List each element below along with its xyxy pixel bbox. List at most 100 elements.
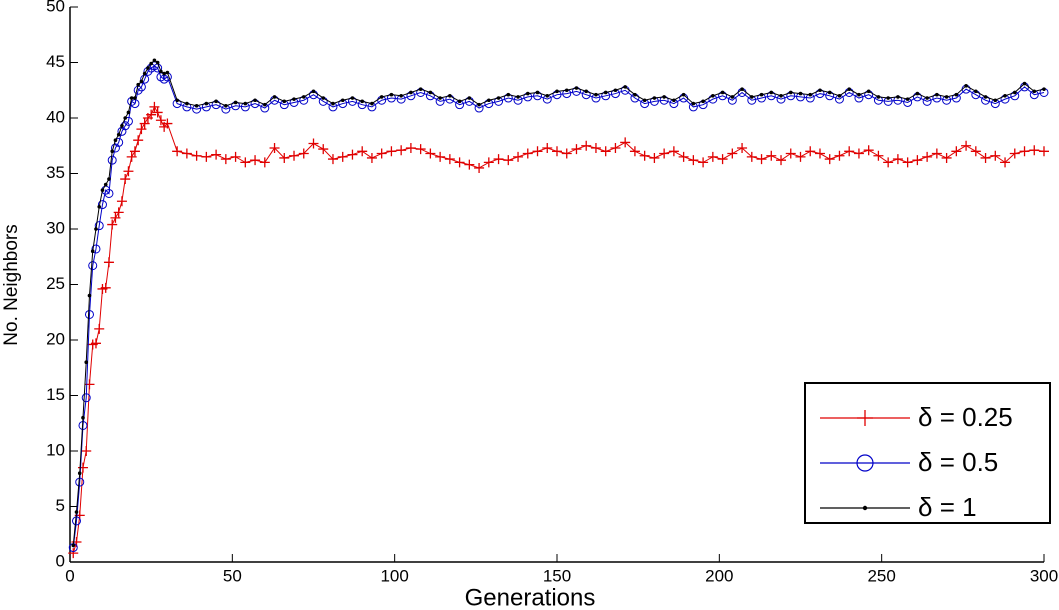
data-point xyxy=(327,154,338,165)
data-point xyxy=(84,309,94,319)
data-point xyxy=(681,92,686,97)
y-tick-label: 15 xyxy=(46,385,65,404)
data-point xyxy=(172,146,183,157)
data-point xyxy=(428,90,433,95)
data-point xyxy=(301,95,306,99)
data-point xyxy=(863,145,874,156)
data-point xyxy=(678,151,689,162)
data-point xyxy=(399,94,403,98)
data-point xyxy=(113,138,118,142)
data-point xyxy=(756,154,767,165)
x-tick-label: 50 xyxy=(223,566,242,585)
data-point xyxy=(194,103,199,108)
data-point xyxy=(435,151,446,162)
data-point xyxy=(808,92,813,97)
data-point xyxy=(944,95,949,99)
data-point xyxy=(691,101,696,106)
data-point xyxy=(100,282,111,293)
data-point xyxy=(308,138,319,149)
data-point xyxy=(376,148,387,159)
data-point xyxy=(162,71,166,76)
data-point xyxy=(525,91,530,96)
data-point xyxy=(788,90,793,95)
data-point xyxy=(571,144,582,155)
y-tick-label: 20 xyxy=(46,329,65,348)
series-line xyxy=(72,65,1045,548)
data-point xyxy=(993,98,998,103)
data-point xyxy=(263,102,267,107)
data-point xyxy=(925,96,929,100)
data-point xyxy=(935,92,939,97)
data-point xyxy=(818,88,822,93)
data-point xyxy=(1000,157,1011,168)
data-point xyxy=(698,157,709,168)
data-point xyxy=(107,155,117,165)
data-point xyxy=(311,89,316,94)
data-point xyxy=(269,142,280,153)
data-point xyxy=(181,148,192,159)
legend-label: δ = 0.5 xyxy=(918,447,998,477)
data-point xyxy=(866,89,871,94)
data-point xyxy=(1019,146,1030,157)
data-point xyxy=(129,146,140,157)
data-point xyxy=(347,149,358,160)
data-point xyxy=(584,89,589,94)
data-point xyxy=(737,142,748,153)
data-point xyxy=(396,145,407,156)
data-point xyxy=(146,109,157,120)
data-point xyxy=(730,95,735,99)
data-point xyxy=(827,90,832,95)
data-point xyxy=(487,98,491,103)
data-point xyxy=(707,151,718,162)
data-point xyxy=(892,154,903,165)
legend-marker xyxy=(857,410,873,426)
data-point xyxy=(600,146,611,157)
data-point xyxy=(974,89,978,94)
data-point xyxy=(873,150,884,161)
data-point xyxy=(110,149,115,154)
data-point xyxy=(149,101,160,112)
y-tick-label: 0 xyxy=(56,551,65,570)
data-point xyxy=(123,166,134,177)
data-point xyxy=(503,155,514,166)
data-point xyxy=(639,150,650,161)
data-point xyxy=(415,144,426,155)
data-point xyxy=(152,107,163,118)
data-point xyxy=(318,144,329,155)
data-point xyxy=(142,71,147,76)
x-tick-label: 100 xyxy=(380,566,408,585)
x-tick-label: 300 xyxy=(1030,566,1058,585)
data-point xyxy=(139,118,150,129)
data-point xyxy=(564,88,569,93)
data-point xyxy=(120,174,131,185)
data-point xyxy=(668,146,679,157)
x-tick-label: 0 xyxy=(65,566,74,585)
data-point xyxy=(340,98,345,103)
data-point xyxy=(409,90,413,95)
y-tick-label: 50 xyxy=(46,0,65,15)
data-point xyxy=(785,148,796,159)
data-point xyxy=(103,257,114,268)
data-point xyxy=(795,151,806,162)
y-tick-label: 35 xyxy=(46,163,65,182)
data-point xyxy=(201,151,212,162)
data-point xyxy=(337,151,348,162)
data-point xyxy=(532,146,543,157)
data-point xyxy=(652,96,657,100)
data-point xyxy=(574,86,579,90)
data-point xyxy=(769,90,774,95)
data-point xyxy=(610,142,621,153)
data-point xyxy=(662,95,666,99)
data-point xyxy=(513,151,524,162)
data-point xyxy=(649,152,660,163)
data-point xyxy=(961,140,972,151)
y-axis-label: No. Neighbors xyxy=(1,224,22,345)
data-point xyxy=(1039,146,1049,157)
data-point xyxy=(155,115,166,126)
data-point xyxy=(389,92,394,97)
data-point xyxy=(970,146,981,157)
data-point xyxy=(289,150,300,161)
series-line xyxy=(72,59,1045,546)
data-point xyxy=(243,101,248,106)
data-point xyxy=(506,92,511,97)
